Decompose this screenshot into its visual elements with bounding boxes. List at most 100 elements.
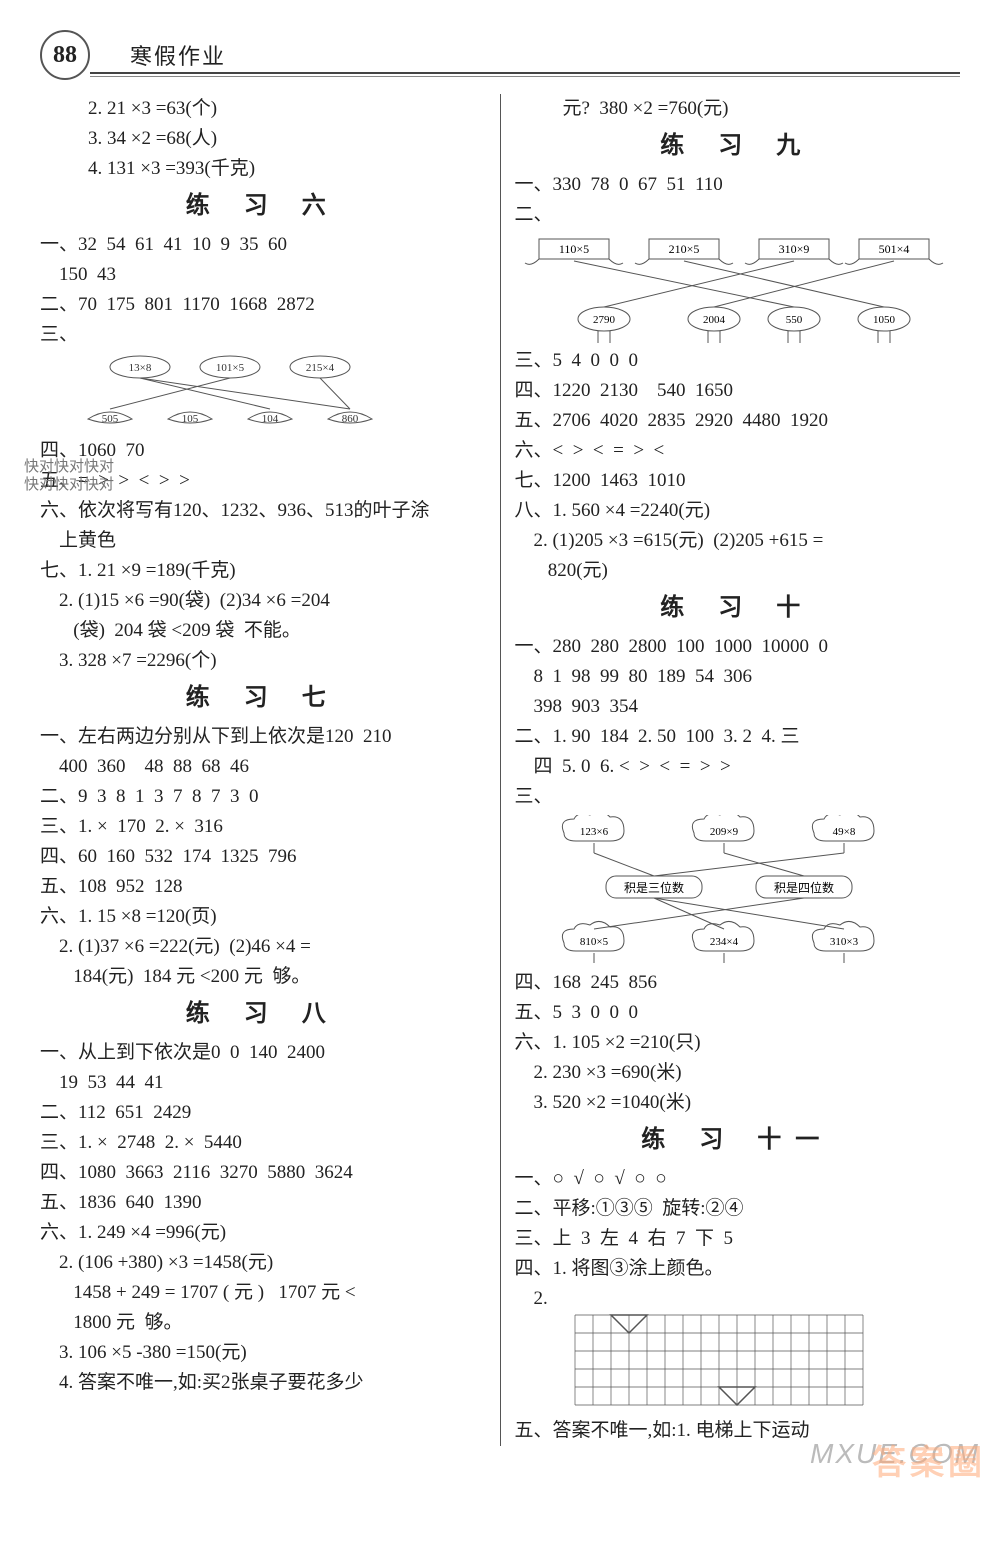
svg-text:215×4: 215×4 [306, 362, 335, 374]
svg-text:505: 505 [102, 413, 119, 425]
text-line: 六、< > < = > < [514, 436, 960, 466]
text-line: 二、 [514, 200, 960, 230]
svg-text:104: 104 [262, 413, 279, 425]
text-line: 184(元) 184 元 <200 元 够。 [40, 962, 486, 992]
text-line: 2. [514, 1284, 960, 1314]
text-line: 四、1220 2130 540 1650 [514, 376, 960, 406]
text-line: 二、1. 90 184 2. 50 100 3. 2 4. 三 [514, 722, 960, 752]
svg-text:13×8: 13×8 [129, 362, 152, 374]
text-line: 四、1. 将图③涂上颜色。 [514, 1254, 960, 1284]
text-line: 二、112 651 2429 [40, 1098, 486, 1128]
header-title: 寒假作业 [130, 39, 226, 71]
text-line: 4. 答案不唯一,如:买2张桌子要花多少 [40, 1368, 486, 1398]
ex6-match-diagram: 13×8 101×5 215×4 505 105 104 860 [40, 353, 400, 433]
text-line: 一、从上到下依次是0 0 140 2400 [40, 1038, 486, 1068]
text-line: 五、2706 4020 2835 2920 4480 1920 [514, 406, 960, 436]
text-line: 1458 + 249 = 1707 ( 元 ) 1707 元 < [40, 1278, 486, 1308]
text-line: 元? 380 ×2 =760(元) [514, 94, 960, 124]
text-line: 八、1. 560 ×4 =2240(元) [514, 496, 960, 526]
text-line: 二、平移:①③⑤ 旋转:②④ [514, 1194, 960, 1224]
section-title-ex11: 练 习 十一 [514, 1122, 960, 1160]
text-line: 一、32 54 61 41 10 9 35 60 [40, 230, 486, 260]
svg-text:234×4: 234×4 [710, 936, 739, 948]
text-line: 七、1200 1463 1010 [514, 466, 960, 496]
section-title-ex8: 练 习 八 [40, 996, 486, 1034]
text-line: 七、1. 21 ×9 =189(千克) [40, 556, 486, 586]
svg-text:110×5: 110×5 [559, 242, 589, 256]
text-line: 四、1080 3663 2116 3270 5880 3624 [40, 1158, 486, 1188]
text-line: 二、70 175 801 1170 1668 2872 [40, 290, 486, 320]
svg-text:310×9: 310×9 [779, 242, 810, 256]
text-line: 五、1836 640 1390 [40, 1188, 486, 1218]
text-line: 一、280 280 2800 100 1000 10000 0 [514, 632, 960, 662]
svg-text:2790: 2790 [593, 314, 616, 326]
ex10-match-diagram: 123×6209×949×8积是三位数积是四位数810×5234×4310×3 [514, 815, 934, 965]
svg-text:积是四位数: 积是四位数 [774, 880, 834, 895]
text-line: 3. 106 ×5 -380 =150(元) [40, 1338, 486, 1368]
section-title-ex10: 练 习 十 [514, 590, 960, 628]
left-column: 2. 21 ×3 =63(个) 3. 34 ×2 =68(人) 4. 131 ×… [40, 94, 486, 1446]
text-line: 3. 34 ×2 =68(人) [40, 124, 486, 154]
columns: 2. 21 ×3 =63(个) 3. 34 ×2 =68(人) 4. 131 ×… [40, 94, 960, 1446]
text-line: 3. 328 ×7 =2296(个) [40, 646, 486, 676]
text-line: 一、330 78 0 67 51 110 [514, 170, 960, 200]
text-line: 六、1. 15 ×8 =120(页) [40, 902, 486, 932]
svg-text:860: 860 [342, 413, 359, 425]
section-title-ex6: 练 习 六 [40, 188, 486, 226]
svg-text:105: 105 [182, 413, 199, 425]
svg-text:209×9: 209×9 [710, 826, 739, 838]
text-line: 三、1. × 170 2. × 316 [40, 812, 486, 842]
text-line: 398 903 354 [514, 692, 960, 722]
text-line: 2. (1)205 ×3 =615(元) (2)205 +615 = [514, 526, 960, 556]
text-line: 五、5 3 0 0 0 [514, 998, 960, 1028]
text-line: 2. (106 +380) ×3 =1458(元) [40, 1248, 486, 1278]
text-line: 2. (1)15 ×6 =90(袋) (2)34 ×6 =204 [40, 586, 486, 616]
text-line: (袋) 204 袋 <209 袋 不能。 [40, 616, 486, 646]
svg-text:2004: 2004 [703, 314, 726, 326]
text-line: 8 1 98 99 80 189 54 306 [514, 662, 960, 692]
text-line: 2. 21 ×3 =63(个) [40, 94, 486, 124]
svg-text:810×5: 810×5 [580, 936, 609, 948]
text-line: 三、5 4 0 0 0 [514, 346, 960, 376]
column-divider [500, 94, 501, 1446]
right-column: 元? 380 ×2 =760(元) 练 习 九 一、330 78 0 67 51… [514, 94, 960, 1446]
ex9-match-diagram: 110×5210×5310×9501×4279020045501050 [514, 233, 944, 343]
text-line: 一、左右两边分别从下到上依次是120 210 [40, 722, 486, 752]
page-header: 88 寒假作业 [40, 30, 960, 80]
text-line: 19 53 44 41 [40, 1068, 486, 1098]
text-line: 四、168 245 856 [514, 968, 960, 998]
svg-text:550: 550 [786, 314, 803, 326]
ex11-grid-figure [574, 1314, 960, 1416]
svg-text:501×4: 501×4 [879, 242, 910, 256]
text-line: 六、1. 249 ×4 =996(元) [40, 1218, 486, 1248]
text-line: 一、○ √ ○ √ ○ ○ [514, 1164, 960, 1194]
header-rule-2 [90, 76, 960, 77]
text-line: 三、上 3 左 4 右 7 下 5 [514, 1224, 960, 1254]
page: 88 寒假作业 快对快对快对 快对快对快对 2. 21 ×3 =63(个) 3.… [0, 0, 1000, 1486]
svg-text:101×5: 101×5 [216, 362, 245, 374]
text-line: 三、 [40, 320, 486, 350]
text-line: 2. 230 ×3 =690(米) [514, 1058, 960, 1088]
section-title-ex7: 练 习 七 [40, 680, 486, 718]
text-line: 4. 131 ×3 =393(千克) [40, 154, 486, 184]
text-line: 3. 520 ×2 =1040(米) [514, 1088, 960, 1118]
text-line: 五、108 952 128 [40, 872, 486, 902]
text-line: 四、60 160 532 174 1325 796 [40, 842, 486, 872]
text-line: 六、依次将写有120、1232、936、513的叶子涂 [40, 496, 486, 526]
text-line: 三、 [514, 782, 960, 812]
text-line: 2. (1)37 ×6 =222(元) (2)46 ×4 = [40, 932, 486, 962]
watermark-corner-brand: 答案圈 [872, 1435, 986, 1484]
svg-text:123×6: 123×6 [580, 826, 609, 838]
text-line: 四 5. 0 6. < > < = > > [514, 752, 960, 782]
watermark-side-2: 快对快对快对 [24, 473, 114, 494]
text-line: 六、1. 105 ×2 =210(只) [514, 1028, 960, 1058]
svg-text:1050: 1050 [873, 314, 896, 326]
section-title-ex9: 练 习 九 [514, 128, 960, 166]
page-number-badge: 88 [40, 30, 90, 80]
text-line: 三、1. × 2748 2. × 5440 [40, 1128, 486, 1158]
svg-text:积是三位数: 积是三位数 [624, 880, 684, 895]
text-line: 1800 元 够。 [40, 1308, 486, 1338]
text-line: 400 360 48 88 68 46 [40, 752, 486, 782]
svg-text:49×8: 49×8 [833, 826, 856, 838]
text-line: 上黄色 [40, 526, 486, 556]
